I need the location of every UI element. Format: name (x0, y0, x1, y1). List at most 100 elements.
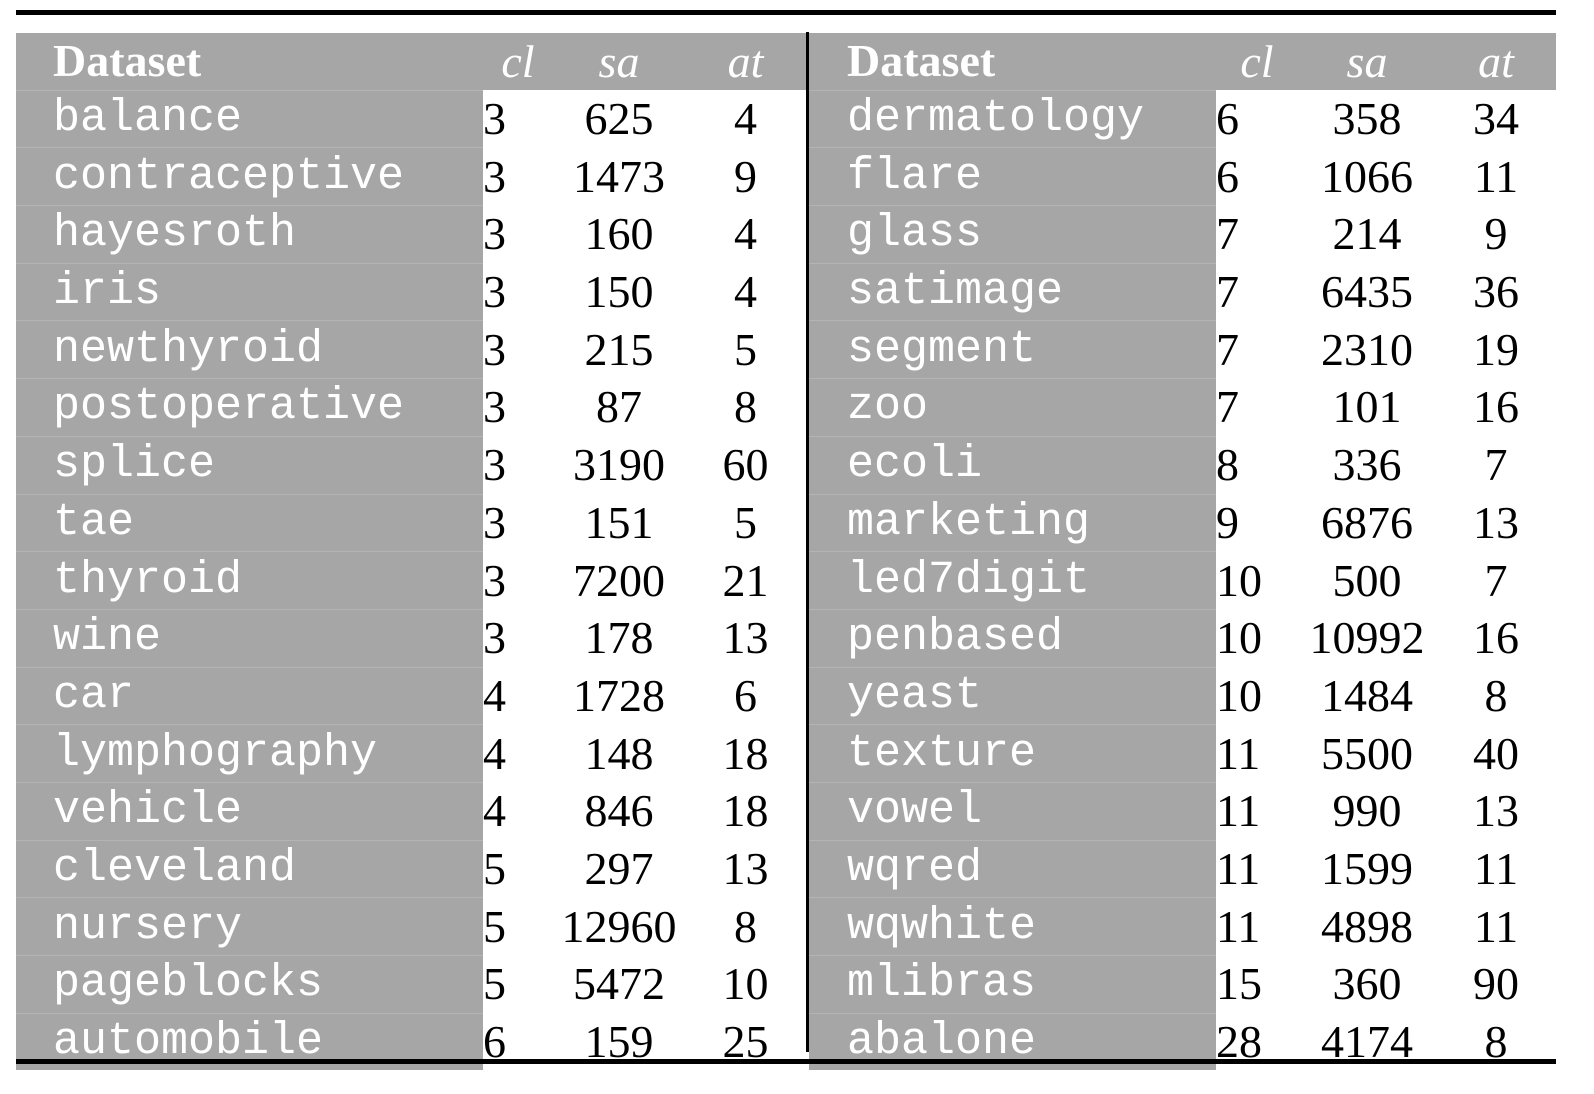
at-cell: 6 (685, 667, 806, 725)
at-cell: 8 (685, 378, 806, 437)
sa-cell: 1728 (553, 667, 685, 725)
at-cell: 19 (1436, 320, 1556, 379)
bottom-rule (16, 1059, 1556, 1064)
sa-cell: 5472 (553, 955, 685, 1014)
sa-cell: 215 (553, 320, 685, 379)
cl-cell: 3 (483, 320, 553, 379)
at-cell: 8 (1436, 667, 1556, 725)
at-cell: 11 (1436, 147, 1556, 206)
cl-cell: 7 (1216, 378, 1298, 437)
dataset-name-cell: contraceptive (16, 147, 483, 206)
cl-cell: 3 (483, 378, 553, 437)
dataset-table-right: Dataset cl sa at dermatology 6 358 34 flare 6… (809, 33, 1556, 1071)
table-row: cleveland 5 297 13 (16, 839, 806, 898)
dataset-name-cell: splice (16, 435, 483, 494)
dataset-name-cell: nursery (16, 897, 483, 956)
sa-cell: 1599 (1298, 840, 1436, 898)
table-row: newthyroid 3 215 5 (16, 320, 806, 379)
sa-cell: 4898 (1298, 897, 1436, 956)
sa-cell: 148 (553, 724, 685, 783)
left-table-half: Dataset cl sa at balance 3 625 4 contracepti… (16, 33, 806, 1071)
dataset-name-cell: satimage (809, 262, 1216, 321)
table-row: iris 3 150 4 (16, 262, 806, 321)
table-row: pageblocks 5 5472 10 (16, 955, 806, 1014)
sa-cell: 336 (1298, 436, 1436, 494)
table-row: wine 3 178 13 (16, 608, 806, 668)
table-row: vowel 11 990 13 (809, 781, 1556, 841)
cl-cell: 3 (483, 551, 553, 610)
sa-cell: 12960 (553, 897, 685, 956)
sa-cell: 297 (553, 840, 685, 898)
at-cell: 10 (685, 955, 806, 1014)
dataset-name-cell: balance (16, 89, 483, 148)
table-row: car 4 1728 6 (16, 666, 806, 725)
column-separator (806, 32, 809, 1052)
table-row: wqwhite 11 4898 11 (809, 897, 1556, 956)
cl-cell: 7 (1216, 263, 1298, 321)
header-row: Dataset cl sa at (809, 33, 1556, 91)
dataset-name-cell: wine (16, 608, 483, 668)
cl-cell: 7 (1216, 205, 1298, 264)
at-cell: 21 (685, 551, 806, 610)
sa-cell: 990 (1298, 782, 1436, 841)
table-row: yeast 10 1484 8 (809, 666, 1556, 725)
sa-cell: 3190 (553, 436, 685, 494)
at-cell: 13 (685, 840, 806, 898)
at-cell: 8 (685, 897, 806, 956)
dataset-name-cell: cleveland (16, 839, 483, 898)
header-at: at (685, 33, 806, 91)
table-row: zoo 7 101 16 (809, 378, 1556, 437)
cl-cell: 3 (483, 263, 553, 321)
at-cell: 4 (685, 263, 806, 321)
sa-cell: 2310 (1298, 320, 1436, 379)
sa-cell: 10992 (1298, 609, 1436, 668)
header-sa: sa (1298, 33, 1436, 91)
sa-cell: 5500 (1298, 724, 1436, 783)
dataset-name-cell: wqred (809, 839, 1216, 898)
sa-cell: 625 (553, 90, 685, 148)
table-row: led7digit 10 500 7 (809, 551, 1556, 610)
at-cell: 16 (1436, 378, 1556, 437)
dataset-name-cell: thyroid (16, 551, 483, 610)
dataset-name-cell: dermatology (809, 89, 1216, 148)
table-row: dermatology 6 358 34 (809, 89, 1556, 148)
cl-cell: 4 (483, 667, 553, 725)
at-cell: 7 (1436, 436, 1556, 494)
dataset-name-cell: vehicle (16, 781, 483, 841)
dataset-name-cell: lymphography (16, 724, 483, 783)
at-cell: 13 (1436, 782, 1556, 841)
cl-cell: 10 (1216, 551, 1298, 610)
table-row: segment 7 2310 19 (809, 320, 1556, 379)
cl-cell: 11 (1216, 840, 1298, 898)
sa-cell: 7200 (553, 551, 685, 610)
sa-cell: 87 (553, 378, 685, 437)
sa-cell: 150 (553, 263, 685, 321)
cl-cell: 9 (1216, 494, 1298, 552)
cl-cell: 15 (1216, 955, 1298, 1014)
sa-cell: 500 (1298, 551, 1436, 610)
cl-cell: 3 (483, 90, 553, 148)
sa-cell: 1473 (553, 147, 685, 206)
header-at: at (1436, 33, 1556, 91)
dataset-name-cell: texture (809, 724, 1216, 783)
at-cell: 18 (685, 782, 806, 841)
table-row: penbased 10 10992 16 (809, 608, 1556, 668)
cl-cell: 4 (483, 724, 553, 783)
at-cell: 5 (685, 494, 806, 552)
dataset-name-cell: postoperative (16, 378, 483, 437)
dataset-name-cell: penbased (809, 608, 1216, 668)
at-cell: 5 (685, 320, 806, 379)
cl-cell: 6 (1216, 147, 1298, 206)
at-cell: 4 (685, 205, 806, 264)
cl-cell: 8 (1216, 436, 1298, 494)
at-cell: 9 (1436, 205, 1556, 264)
at-cell: 90 (1436, 955, 1556, 1014)
sa-cell: 6876 (1298, 494, 1436, 552)
table-row: satimage 7 6435 36 (809, 262, 1556, 321)
dataset-name-cell: wqwhite (809, 897, 1216, 956)
table-row: wqred 11 1599 11 (809, 839, 1556, 898)
dataset-name-cell: car (16, 666, 483, 725)
at-cell: 7 (1436, 551, 1556, 610)
table-row: splice 3 3190 60 (16, 435, 806, 494)
at-cell: 11 (1436, 897, 1556, 956)
